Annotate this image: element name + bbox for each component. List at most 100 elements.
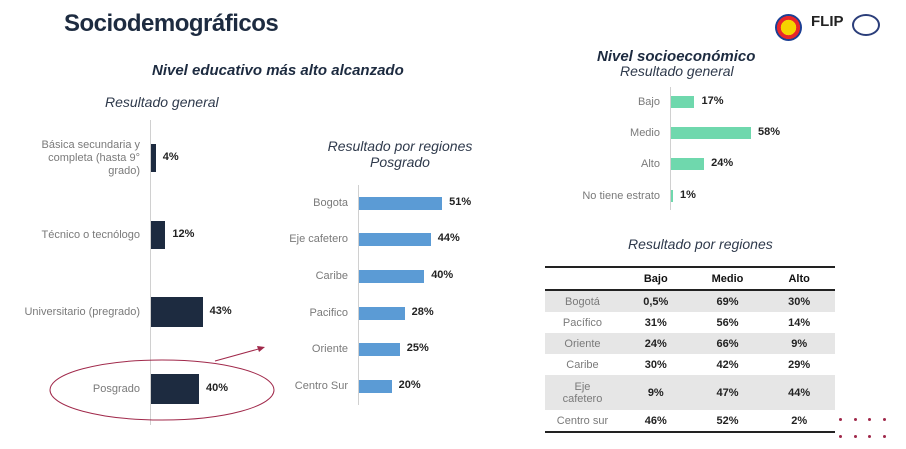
table-cell: 52%: [716, 414, 739, 427]
table-cell: 42%: [716, 358, 739, 371]
socio-title: Nivel socioeconómico: [597, 48, 756, 65]
chart-axis: [670, 87, 671, 210]
category-label: Básica secundaria y completa (hasta 9° g…: [41, 138, 140, 177]
table-title: Resultado por regiones: [628, 236, 773, 252]
category-label: Pacifico: [309, 306, 348, 319]
value-label: 12%: [172, 228, 195, 240]
category-label: Eje cafetero: [289, 232, 348, 245]
row-label: Pacífico: [562, 316, 603, 329]
table-row: Centro sur 46% 52% 2%: [545, 410, 835, 431]
table-row: Bogotá 0,5% 69% 30%: [545, 290, 835, 312]
value-label: 24%: [711, 157, 734, 169]
education-subtitle: Resultado general: [105, 94, 219, 110]
table-cell: 56%: [716, 316, 739, 329]
dot: [853, 418, 857, 421]
column-header: [545, 268, 620, 290]
education-title: Nivel educativo más alto alcanzado: [152, 62, 404, 79]
column-header: Alto: [788, 272, 810, 285]
table-cell: 46%: [644, 414, 667, 427]
value-label: 40%: [431, 269, 454, 281]
value-label: 43%: [209, 305, 232, 317]
table-cell: 9%: [619, 375, 692, 410]
column-header: Bajo: [643, 272, 668, 285]
category-label: Bogota: [313, 196, 348, 209]
category-label: Oriente: [311, 342, 348, 355]
dot: [882, 418, 886, 421]
table-cell: 47%: [691, 375, 764, 410]
value-label: 25%: [406, 342, 429, 354]
bar: [151, 297, 203, 327]
dot: [839, 435, 842, 438]
bar: [671, 158, 705, 170]
bar: [359, 196, 443, 210]
row-label: Eje cafetero: [545, 375, 620, 410]
dot: [882, 435, 886, 438]
dot: [868, 418, 871, 421]
bar: [151, 144, 156, 172]
table-cell: 69%: [691, 290, 764, 312]
flip-logo: FLIP: [811, 13, 844, 30]
decorative-dots: [839, 418, 889, 440]
category-label: Universitario (pregrado): [24, 305, 140, 318]
bar: [359, 306, 405, 320]
table-cell: 2%: [791, 414, 808, 427]
category-label: No tiene estrato: [582, 189, 660, 202]
region-table: Bajo Medio Alto Bogotá 0,5% 69% 30% Pacífico 31…: [545, 268, 835, 431]
table-row: Caribe 30% 42% 29%: [545, 354, 835, 375]
regions-title: Resultado por regiones: [327, 138, 473, 154]
value-label: 20%: [398, 379, 421, 391]
value-label: 51%: [449, 196, 472, 208]
escudo-logo: [775, 14, 802, 41]
table-cell: 66%: [691, 333, 764, 354]
category-label: Posgrado: [92, 382, 140, 395]
value-label: 4%: [162, 151, 179, 163]
cifras-conceptos-logo: [852, 14, 880, 36]
category-label: Caribe: [315, 269, 348, 282]
row-label: Bogotá: [545, 290, 620, 312]
category-label: Medio: [630, 126, 660, 139]
page-title: Sociodemográficos: [64, 10, 279, 37]
row-label: Oriente: [545, 333, 620, 354]
value-label: 1%: [680, 189, 696, 201]
table-cell: 9%: [763, 333, 835, 354]
bar: [359, 342, 400, 356]
dot: [868, 435, 871, 438]
table-cell: 30%: [763, 290, 835, 312]
value-label: 58%: [758, 126, 781, 138]
value-label: 40%: [206, 382, 229, 394]
bar: [671, 190, 673, 202]
row-label: Centro sur: [556, 414, 609, 427]
value-label: 44%: [437, 232, 460, 244]
bar: [359, 232, 431, 246]
table-cell: 29%: [788, 358, 811, 371]
table-cell: 31%: [644, 316, 667, 329]
dot: [853, 435, 857, 438]
table-cell: 24%: [619, 333, 692, 354]
value-label: 17%: [701, 95, 724, 107]
table-row: Eje cafetero 9% 47% 44%: [545, 375, 835, 410]
dot: [839, 418, 842, 421]
bar: [151, 221, 166, 249]
chart-axis: [358, 185, 359, 405]
region-table-wrap: Bajo Medio Alto Bogotá 0,5% 69% 30% Pacífico 31…: [545, 266, 835, 433]
bar: [359, 379, 392, 393]
arrow-line: [214, 347, 263, 362]
category-label: Centro Sur: [294, 379, 348, 392]
row-label: Caribe: [566, 358, 599, 371]
value-label: 28%: [411, 306, 434, 318]
posgrado-highlight-ellipse: [49, 359, 275, 421]
regions-subtitle: Posgrado: [370, 154, 430, 170]
category-label: Bajo: [637, 95, 660, 108]
column-header: Medio: [711, 272, 744, 285]
chart-axis: [150, 120, 151, 425]
category-label: Técnico o tecnólogo: [41, 228, 140, 241]
table-cell: 44%: [763, 375, 835, 410]
bar: [151, 374, 199, 404]
socio-subtitle: Resultado general: [620, 63, 734, 79]
table-cell: 14%: [788, 316, 811, 329]
category-label: Alto: [641, 157, 660, 170]
table-cell: 0,5%: [619, 290, 692, 312]
table-row: Pacífico 31% 56% 14%: [545, 312, 835, 333]
table-cell: 30%: [644, 358, 667, 371]
